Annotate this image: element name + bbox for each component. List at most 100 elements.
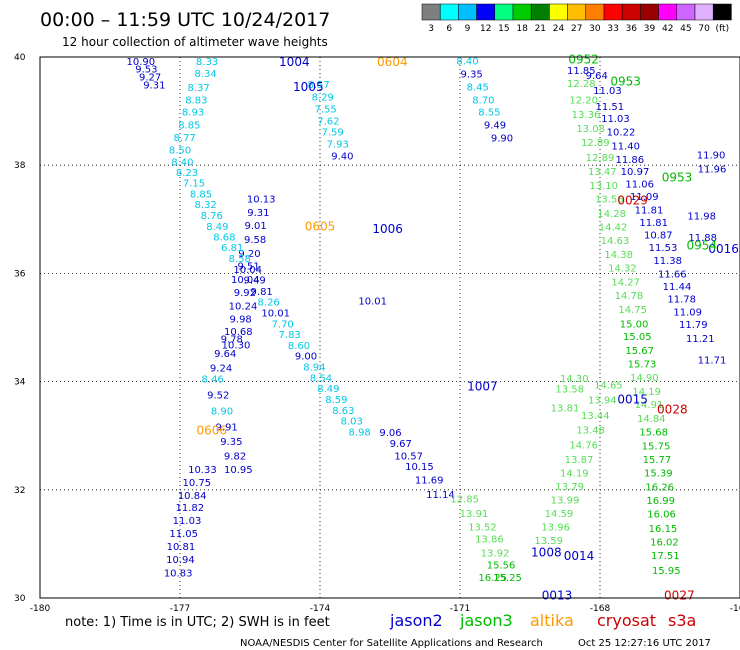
pass-time-label: 0954 [686,238,717,252]
swh-value: 9.51 [237,261,259,272]
swh-value: 14.84 [637,414,666,425]
swh-value: 11.03 [593,86,622,97]
x-tick-label: -168 [590,604,611,614]
grid-lines [40,57,740,598]
swh-value: 8.32 [195,200,217,211]
swh-value: 9.58 [244,235,266,246]
swh-value: 11.21 [686,334,715,345]
swh-value: 13.10 [589,181,618,192]
x-tick-label: -174 [310,604,331,614]
swh-value: 8.37 [188,83,210,94]
swh-value: 13.92 [481,549,510,560]
colorbar-label: 45 [680,24,691,34]
legend-jason2: jason2 [389,611,443,630]
footer-note: note: 1) Time is in UTC; 2) SWH is in fe… [65,615,330,630]
swh-value: 14.28 [597,209,626,220]
swh-value: 11.51 [595,102,624,113]
legend-jason3: jason3 [459,611,513,630]
swh-value: 8.40 [171,157,193,168]
x-tick-label: -177 [170,604,190,614]
swh-value: 7.83 [279,330,301,341]
colorbar-label: 33 [607,24,618,34]
swh-value: 14.42 [599,222,628,233]
swh-value: 8.59 [325,395,347,406]
swh-value: 7.59 [321,128,343,139]
swh-value: 8.23 [176,168,198,179]
swh-value: 11.05 [169,529,198,540]
swh-value: 13.99 [551,496,580,507]
legend-s3a: s3a [668,611,696,630]
satellite-legend: jason2 jason3 altika cryosat s3a [389,611,696,630]
pass-time-label: 0013 [542,588,573,602]
swh-value: 15.25 [493,573,522,584]
swh-value: 9.81 [251,287,273,298]
swh-value: 9.98 [230,314,252,325]
swh-value: 10.01 [261,308,290,319]
swh-value: 9.64 [214,349,236,360]
colorbar-swatch [676,3,696,21]
swh-value: 11.06 [625,180,654,191]
colorbar-swatch [621,3,641,21]
pass-time-label: 0604 [377,55,408,69]
colorbar-label: 3 [428,24,434,34]
swh-value: 15.95 [652,566,681,577]
colorbar-label: 12 [480,24,491,34]
colorbar-label: 42 [662,24,673,34]
swh-value: 9.91 [216,423,238,434]
y-tick-label: 40 [14,53,26,63]
swh-value: 16.26 [645,483,674,494]
swh-value: 13.56 [595,194,624,205]
swh-value: 8.85 [190,189,212,200]
swh-value: 10.81 [167,542,196,553]
swh-value: 7.70 [272,319,294,330]
swh-value: 14.30 [560,374,589,385]
swh-value: 9.52 [207,391,229,402]
swh-value: 11.81 [639,218,668,229]
swh-value: 14.90 [630,373,659,384]
swh-value: 8.93 [182,108,204,119]
swh-value: 8.33 [196,57,218,68]
swh-value: 10.75 [182,478,211,489]
swh-value: 13.44 [581,411,610,422]
swh-value: 8.03 [341,417,363,428]
colorbar-swatch [658,3,678,21]
swh-value: 14.75 [618,305,647,316]
swh-value: 13.58 [555,385,584,396]
swh-value: 13.08 [576,124,605,135]
swh-value: 10.04 [231,275,260,286]
swh-value: 15.75 [642,442,671,453]
swh-value: 10.84 [178,491,207,502]
swh-value: 13.94 [588,396,617,407]
swh-value: 14.63 [601,236,630,247]
pass-time-label: 1004 [279,55,310,69]
swh-value: 9.53 [135,64,157,75]
swh-value: 8.70 [472,95,494,106]
pass-time-label: 1008 [531,546,562,560]
swh-value: 11.40 [611,141,640,152]
swh-value: 14.27 [611,278,640,289]
pass-time-labels: 1004 1005 1006 1007 1008 0014 0013 0015 0016 0952… [196,53,738,603]
swh-value: 8.26 [258,298,280,309]
swh-value: 10.83 [164,569,193,580]
colorbar-label: (ft) [716,24,730,34]
swh-value: 11.53 [649,243,678,254]
swh-value: 8.90 [211,406,233,417]
swh-value: 8.83 [185,95,207,106]
x-tick-label: -171 [450,604,470,614]
swh-value: 11.82 [175,503,204,514]
swh-value: 8.40 [456,56,478,67]
pass-time-label: 0028 [657,403,688,417]
swh-value: 7.55 [314,104,336,115]
y-tick-label: 30 [14,594,26,604]
colorbar-label: 6 [446,24,452,34]
swh-value: 13.48 [576,425,605,436]
swh-value: 6.81 [221,243,243,254]
colorbar-swatch [712,3,732,21]
swh-value: 13.91 [460,509,489,520]
swh-value: 12.85 [450,495,479,506]
swh-value: 11.78 [667,294,696,305]
swh-value: 9.24 [210,364,232,375]
swh-value: 14.76 [569,440,598,451]
legend-cryosat: cryosat [597,611,656,630]
swh-value: 10.57 [394,451,423,462]
